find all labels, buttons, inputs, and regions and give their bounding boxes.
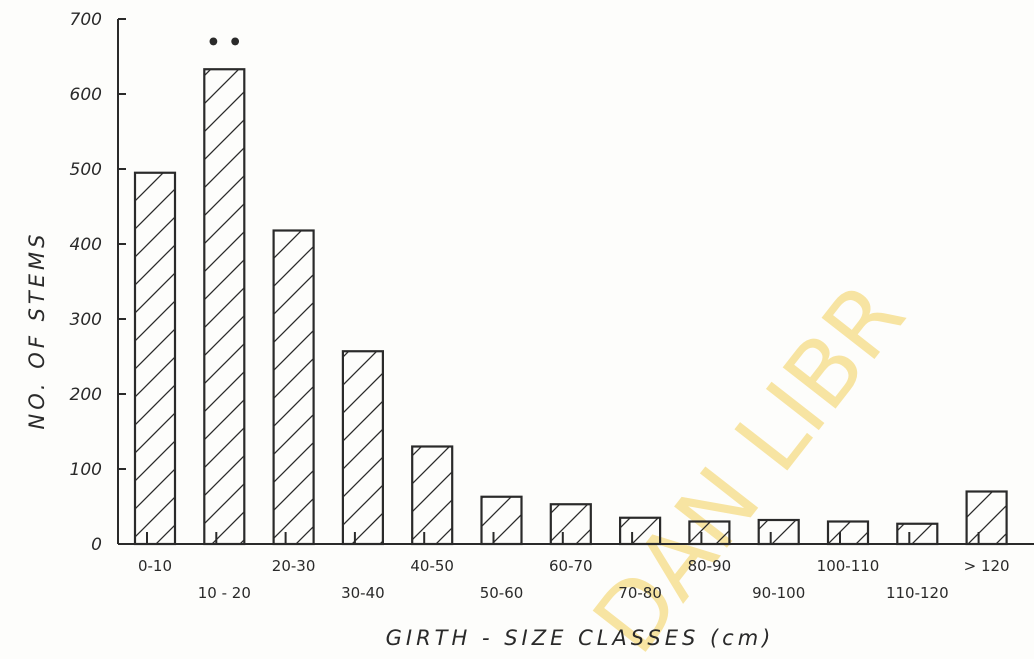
x-category-label: 30-40 xyxy=(341,584,385,602)
bar xyxy=(272,229,315,546)
x-category-label: 110-120 xyxy=(886,584,949,602)
y-tick-label: 500 xyxy=(70,160,102,180)
y-tick-label: 700 xyxy=(70,10,102,30)
bars-group xyxy=(133,68,1008,546)
x-axis-title: GIRTH - SIZE CLASSES (cm) xyxy=(386,626,775,650)
bar xyxy=(757,518,800,546)
y-tick-label: 100 xyxy=(70,460,102,480)
bar xyxy=(341,350,384,546)
bar xyxy=(965,490,1008,546)
x-category-label: 100-110 xyxy=(817,557,880,575)
x-category-label: 40-50 xyxy=(410,557,454,575)
y-tick-label: 400 xyxy=(70,235,102,255)
category-labels: 0-10 10 - 20 20-30 30-40 40-50 50-60 60-70 70-8… xyxy=(138,557,1010,602)
bar xyxy=(688,520,731,546)
bar xyxy=(203,68,246,546)
x-category-label: 50-60 xyxy=(480,584,524,602)
bar xyxy=(133,171,177,546)
x-category-label: 60-70 xyxy=(549,557,593,575)
x-category-label: 70-80 xyxy=(618,584,662,602)
y-tick-label: 0 xyxy=(91,535,102,555)
bar xyxy=(618,516,662,546)
x-category-label: > 120 xyxy=(964,557,1010,575)
x-category-label: 90-100 xyxy=(752,584,805,602)
x-category-label: 80-90 xyxy=(688,557,732,575)
x-category-label: 10 - 20 xyxy=(198,584,251,602)
y-tick-label: 600 xyxy=(70,85,102,105)
y-axis: 0 100 200 300 400 500 600 700 xyxy=(70,10,126,555)
y-tick-label: 300 xyxy=(70,310,102,330)
bar-annotation: • • xyxy=(206,30,242,55)
y-axis-title: NO. OF STEMS xyxy=(25,231,49,430)
bar xyxy=(549,503,592,546)
bar xyxy=(896,522,939,546)
bar xyxy=(826,520,870,546)
y-tick-label: 200 xyxy=(70,385,102,405)
bar xyxy=(480,495,523,546)
x-category-label: 0-10 xyxy=(138,557,172,575)
bar xyxy=(411,445,454,546)
x-category-label: 20-30 xyxy=(272,557,316,575)
